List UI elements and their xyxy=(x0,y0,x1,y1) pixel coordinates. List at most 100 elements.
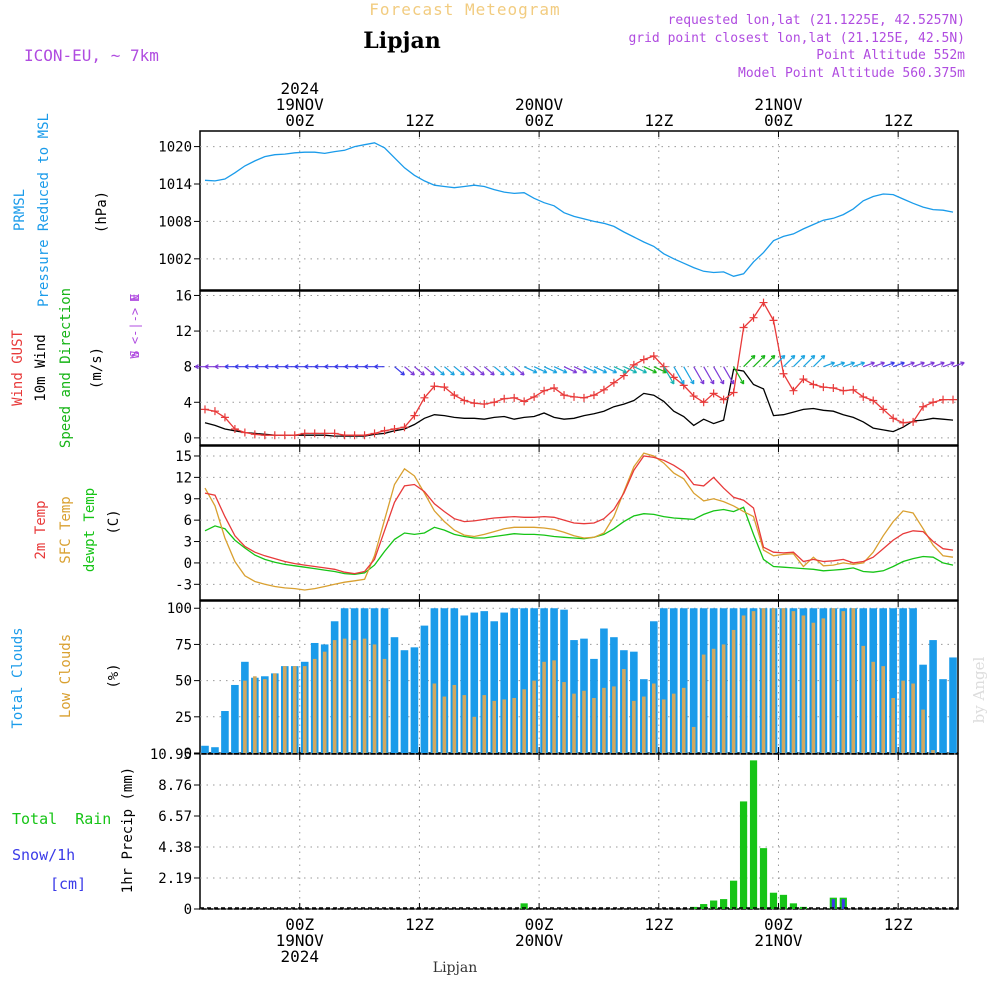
wind-direction-arrow xyxy=(633,366,647,374)
low-cloud-bar xyxy=(452,684,457,753)
low-cloud-bar xyxy=(701,654,706,753)
wind-direction-arrow xyxy=(254,364,265,370)
total-cloud-bar xyxy=(201,745,209,753)
wind-direction-arrow xyxy=(374,364,385,370)
bottom-time-label: 00Z xyxy=(525,915,554,934)
temperature-ytick-label: -3 xyxy=(175,577,192,593)
temp-dewpt-label: dewpt Temp xyxy=(82,488,98,572)
gust-marker xyxy=(370,429,379,438)
wind-direction-arrow xyxy=(503,366,515,376)
gust-marker xyxy=(649,351,658,360)
total-cloud-bar xyxy=(929,640,937,753)
gust-marker xyxy=(689,392,698,401)
low-cloud-bar xyxy=(911,683,915,753)
gust-marker xyxy=(570,392,579,401)
gust-marker xyxy=(599,385,608,394)
low-cloud-bar xyxy=(253,676,257,753)
bottom-time-label: 12Z xyxy=(405,915,434,934)
top-time-label: 12Z xyxy=(884,111,913,130)
low-cloud-bar xyxy=(871,661,876,753)
wind-direction-arrow xyxy=(264,364,275,370)
rain-bar xyxy=(779,894,788,909)
top-time-label: 21NOV xyxy=(754,95,803,114)
rain-bar xyxy=(729,880,738,909)
wind-gust-line xyxy=(204,301,953,436)
gust-marker xyxy=(340,431,349,440)
gust-marker xyxy=(609,378,618,387)
wind-direction-arrow xyxy=(274,364,285,370)
gust-marker xyxy=(899,418,908,427)
wind-direction-arrow xyxy=(414,366,425,376)
gust-marker xyxy=(789,386,798,395)
gust-marker xyxy=(360,431,369,440)
low-cloud-bar xyxy=(263,679,267,753)
wind-direction-arrow xyxy=(513,366,525,376)
rain-bar xyxy=(759,848,768,909)
wind-direction-arrow xyxy=(334,364,345,370)
wind-direction-arrow xyxy=(324,364,335,370)
low-cloud-bar xyxy=(771,608,776,753)
gust-marker xyxy=(829,384,838,393)
gust-marker xyxy=(929,398,938,407)
wind-ytick-label: 12 xyxy=(175,324,192,340)
gust-marker xyxy=(200,405,209,414)
top-time-label: 00Z xyxy=(764,111,793,130)
clouds-ytick-label: 75 xyxy=(175,637,192,653)
wind-direction-arrow xyxy=(942,361,955,368)
total-cloud-bar xyxy=(659,608,668,753)
gust-marker xyxy=(799,375,808,384)
gust-marker xyxy=(390,424,399,433)
wind-direction-arrow xyxy=(364,364,375,370)
footer-location: Lipjan xyxy=(433,960,477,976)
low-cloud-bar xyxy=(691,726,696,753)
gust-marker xyxy=(290,431,299,440)
low-cloud-bar xyxy=(751,611,756,753)
wind-direction-arrow xyxy=(444,366,455,376)
low-cloud-bar xyxy=(282,666,287,753)
wind-10m-label: 10m Wind xyxy=(33,334,49,401)
wind-direction-arrow xyxy=(693,366,705,385)
low-cloud-bar xyxy=(661,699,666,753)
gust-marker xyxy=(909,417,918,426)
gust-marker xyxy=(560,391,569,400)
wind-direction-arrow xyxy=(902,361,915,368)
gust-marker xyxy=(550,384,559,393)
wind-direction-arrow xyxy=(823,361,836,368)
low-cloud-bar xyxy=(532,680,536,753)
total-cloud-bar xyxy=(560,609,568,753)
low-cloud-bar xyxy=(372,644,377,753)
gust-marker xyxy=(500,394,509,403)
wind-direction-arrow xyxy=(733,366,745,385)
low-cloud-bar xyxy=(292,666,297,753)
total-cloud-bar xyxy=(211,747,219,753)
total-cloud-bar xyxy=(500,612,508,753)
precip-unit: 1hr Precip (mm) xyxy=(120,767,136,893)
rain-bar xyxy=(520,903,528,909)
watermark: by Angel xyxy=(970,656,988,723)
temperature-frame xyxy=(199,445,959,601)
total-cloud-bar xyxy=(450,608,459,753)
gust-marker xyxy=(240,428,249,437)
gust-marker xyxy=(450,391,459,400)
gust-marker xyxy=(410,411,419,420)
precip-ytick-label: 6.57 xyxy=(158,809,192,825)
gust-marker xyxy=(440,383,449,392)
pressure-frame xyxy=(199,130,959,291)
pressure-panel: 1002 1008 1014 1020 xyxy=(158,130,959,291)
wind-direction-arrow xyxy=(882,361,895,368)
gust-marker xyxy=(729,388,738,397)
bottom-time-label: 21NOV xyxy=(754,931,803,950)
total-cloud-bar xyxy=(949,657,957,753)
pressure-msl-label: Pressure Reduced to MSL xyxy=(36,113,52,307)
wind-direction-arrow xyxy=(643,366,657,374)
low-cloud-bar xyxy=(891,697,895,753)
gust-marker xyxy=(939,395,948,404)
gust-marker xyxy=(719,395,728,404)
temperature-ytick-label: 12 xyxy=(175,470,192,486)
wind-direction-arrow xyxy=(863,361,875,368)
total-cloud-bar xyxy=(460,615,469,753)
total-cloud-bar xyxy=(490,621,499,753)
total-cloud-bar xyxy=(420,625,429,753)
gust-marker xyxy=(919,402,928,411)
wind-direction-arrow xyxy=(843,361,856,368)
